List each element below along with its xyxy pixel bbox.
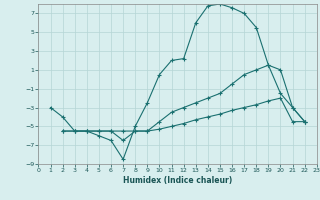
X-axis label: Humidex (Indice chaleur): Humidex (Indice chaleur) — [123, 176, 232, 185]
